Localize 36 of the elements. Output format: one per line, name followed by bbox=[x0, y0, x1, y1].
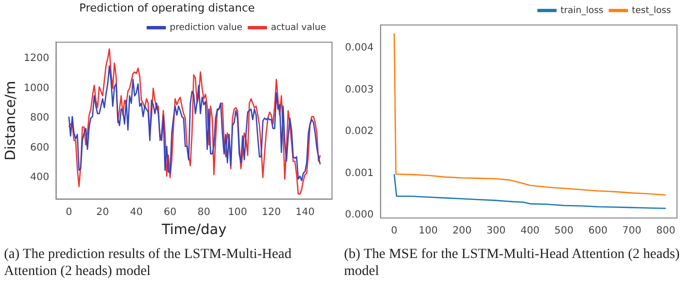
y-tick-label: 1200 bbox=[24, 53, 50, 64]
x-tick-label: 120 bbox=[262, 206, 281, 218]
legend-label: train_loss bbox=[560, 6, 604, 16]
y-axis-title: Distance/m bbox=[3, 80, 20, 160]
legend-label: actual value bbox=[270, 23, 326, 34]
x-tick-label: 400 bbox=[520, 226, 540, 237]
y-tick-label: 800 bbox=[30, 112, 50, 124]
x-tick-label: 60 bbox=[164, 206, 176, 218]
x-tick-label: 600 bbox=[588, 226, 608, 237]
y-tick-label: 0.002 bbox=[344, 126, 374, 138]
x-tick-label: 100 bbox=[418, 226, 438, 237]
x-tick-label: 800 bbox=[656, 226, 676, 237]
x-tick-label: 500 bbox=[554, 226, 574, 237]
y-tick-label: 0.003 bbox=[344, 84, 374, 96]
x-tick-label: 0 bbox=[391, 226, 398, 237]
text: (b) The MSE for the LSTM-Multi-Head Attention (2 heads) model bbox=[343, 246, 681, 280]
x-tick-label: 0 bbox=[66, 206, 72, 218]
x-tick-label: 300 bbox=[486, 226, 506, 237]
x-tick-label: 80 bbox=[197, 206, 210, 218]
y-tick-label: 0.001 bbox=[344, 168, 374, 179]
legend-label: prediction value bbox=[170, 23, 243, 34]
y-tick-label: 600 bbox=[30, 142, 50, 154]
chart-title: Prediction of operating distance bbox=[79, 1, 255, 14]
y-tick-label: 400 bbox=[30, 172, 50, 184]
legend-label: test_loss bbox=[632, 6, 672, 16]
x-axis-title: Time/day bbox=[160, 222, 226, 238]
x-tick-label: 700 bbox=[622, 226, 642, 237]
y-tick-label: 0.004 bbox=[344, 42, 374, 54]
x-tick-label: 40 bbox=[130, 206, 143, 218]
y-tick-label: 0.000 bbox=[344, 210, 374, 221]
x-tick-label: 20 bbox=[96, 206, 109, 218]
x-tick-label: 100 bbox=[228, 206, 248, 218]
x-tick-label: 140 bbox=[295, 206, 315, 218]
x-tick-label: 200 bbox=[452, 226, 472, 237]
y-tick-label: 1000 bbox=[24, 82, 50, 94]
text: (a) The prediction results of the LSTM-Multi-Head Attention (2 heads) model bbox=[3, 246, 292, 280]
